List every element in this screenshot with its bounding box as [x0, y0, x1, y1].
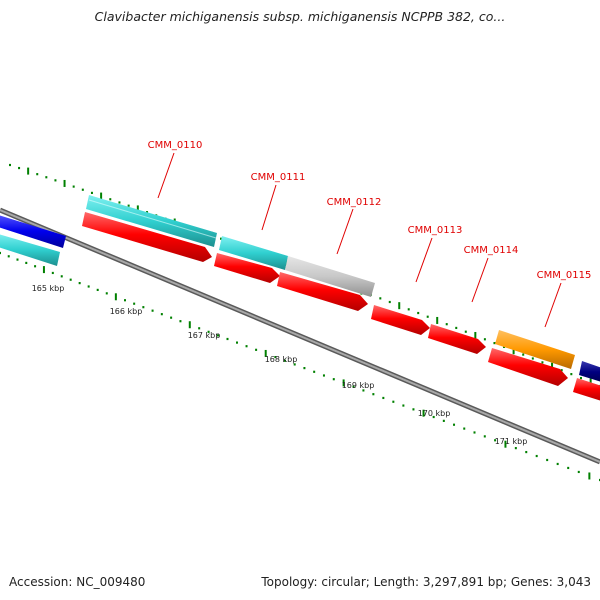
- feature-red-right[interactable]: [573, 378, 600, 402]
- accession-text: Accession: NC_009480: [9, 575, 146, 589]
- feature-cmm-0115-cds[interactable]: [488, 348, 568, 386]
- label-leaders: [157, 152, 562, 328]
- feature-cmm-0110-cyan[interactable]: [86, 195, 217, 247]
- genome-backbone: [0, 207, 600, 465]
- gene-label-cmm-0115[interactable]: CMM_0115: [537, 270, 592, 281]
- gene-label-cmm-0110[interactable]: CMM_0110: [148, 140, 203, 151]
- feature-navy-right[interactable]: [579, 361, 600, 383]
- tick-label-165: 165 kbp: [32, 284, 65, 293]
- tick-label-168: 168 kbp: [265, 355, 298, 364]
- feature-cmm-0112-grey[interactable]: [285, 256, 375, 297]
- inner-tick-ring: [0, 251, 600, 482]
- tick-label-166: 166 kbp: [110, 307, 143, 316]
- tick-label-167: 167 kbp: [188, 331, 221, 340]
- tick-label-170: 170 kbp: [418, 409, 451, 418]
- gene-label-cmm-0112[interactable]: CMM_0112: [327, 197, 382, 208]
- feature-cmm-0112-cds[interactable]: [277, 272, 368, 311]
- feature-cyan-left[interactable]: [0, 233, 60, 266]
- feature-cmm-0110-cds[interactable]: [82, 212, 212, 262]
- feature-blue-left[interactable]: [0, 214, 66, 248]
- feature-cmm-0111-cyan[interactable]: [219, 236, 288, 270]
- feature-cmm-0114-cds[interactable]: [428, 324, 486, 354]
- gene-label-cmm-0113[interactable]: CMM_0113: [408, 225, 463, 236]
- map-title: Clavibacter michiganensis subsp. michiga…: [94, 9, 506, 24]
- gene-label-cmm-0114[interactable]: CMM_0114: [464, 245, 519, 256]
- feature-cmm-0111-cds[interactable]: [214, 253, 280, 283]
- gene-label-cmm-0111[interactable]: CMM_0111: [251, 172, 306, 183]
- tick-label-169: 169 kbp: [342, 381, 375, 390]
- topology-summary: Topology: circular; Length: 3,297,891 bp…: [261, 575, 591, 589]
- tick-label-171: 171 kbp: [495, 437, 528, 446]
- feature-cmm-0113-cds[interactable]: [371, 305, 430, 335]
- feature-cmm-0115-orange[interactable]: [495, 330, 575, 369]
